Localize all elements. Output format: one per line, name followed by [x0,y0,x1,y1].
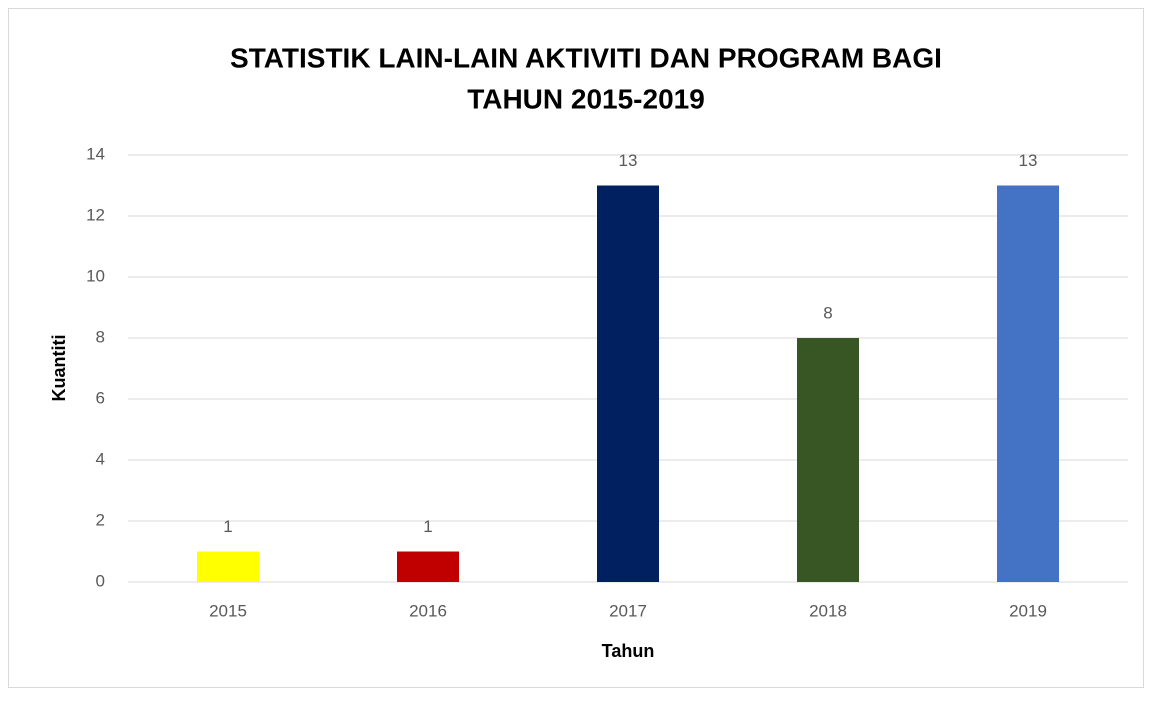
x-tick-label: 2018 [809,601,847,620]
y-axis-title: Kuantiti [49,335,69,402]
x-tick-label: 2017 [609,601,647,620]
data-label: 13 [1019,151,1038,170]
bar [597,185,659,582]
y-tick-label: 14 [86,144,105,163]
bar [797,338,859,582]
bar [997,185,1059,582]
bar [197,551,259,582]
bar [397,551,459,582]
y-tick-label: 10 [86,266,105,285]
y-tick-label: 4 [96,449,105,468]
y-tick-label: 8 [96,327,105,346]
x-tick-label: 2019 [1009,601,1047,620]
y-tick-label: 6 [96,388,105,407]
data-label: 13 [619,151,638,170]
x-axis-title: Tahun [602,641,655,661]
x-tick-label: 2015 [209,601,247,620]
data-label: 1 [223,517,232,536]
data-label: 1 [423,517,432,536]
y-tick-label: 2 [96,510,105,529]
chart-title: STATISTIK LAIN-LAIN AKTIVITI DAN PROGRAM… [230,42,942,73]
x-tick-label: 2016 [409,601,447,620]
data-label: 8 [823,303,832,322]
y-tick-label: 0 [96,571,105,590]
y-tick-label: 12 [86,205,105,224]
chart-title: TAHUN 2015-2019 [467,83,705,114]
